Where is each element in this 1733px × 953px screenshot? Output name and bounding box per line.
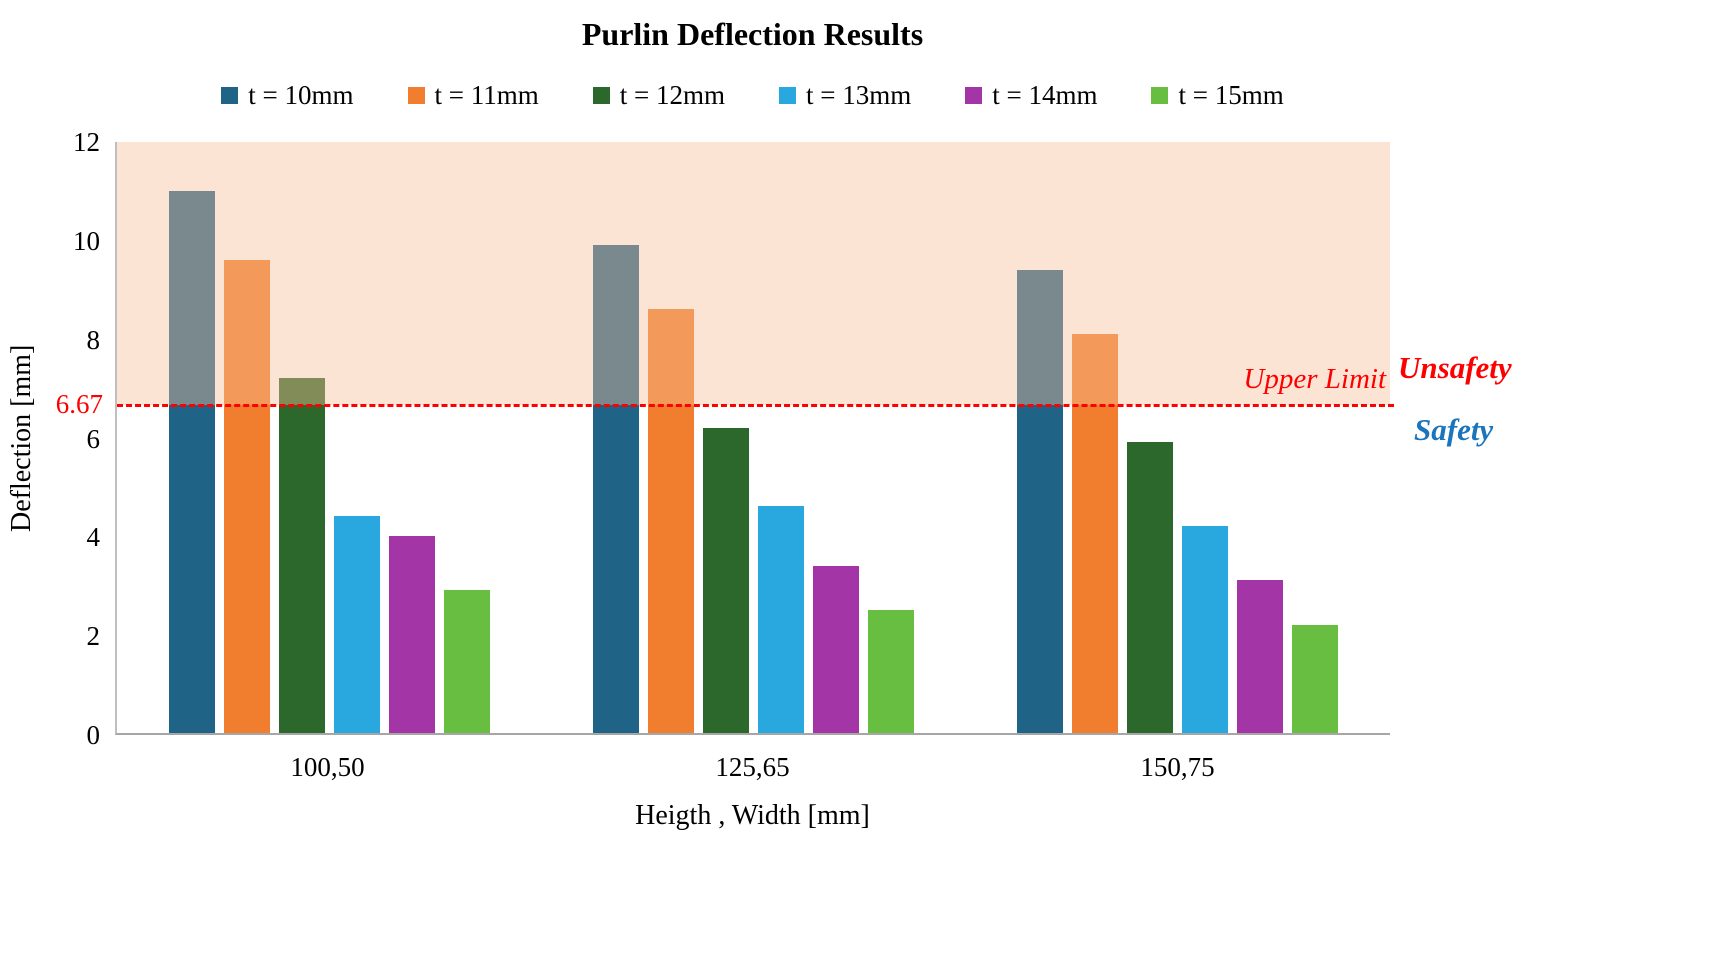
legend-item: t = 15mm [1151, 80, 1284, 111]
bar-group [966, 142, 1390, 733]
bar [702, 427, 749, 733]
bar [647, 309, 694, 733]
y-tick-label: 6 [86, 423, 101, 454]
legend-swatch [965, 87, 983, 104]
chart-title: Purlin Deflection Results [581, 16, 924, 52]
bar-groups [117, 142, 1390, 733]
y-tick-label: 0 [86, 720, 101, 750]
legend-swatch [779, 87, 796, 104]
bar [867, 609, 914, 733]
legend-label: t = 12mm [619, 80, 725, 110]
legend-item: t = 11mm [407, 80, 539, 111]
y-tick-label: 2 [86, 621, 101, 652]
unsafety-annotation: Unsafety [1398, 350, 1512, 385]
y-tick-label: 10 [73, 225, 100, 256]
bar-group [541, 142, 965, 733]
legend-item: t = 14mm [965, 80, 1097, 111]
legend-label: t = 10mm [248, 80, 354, 110]
bar-group [117, 142, 541, 733]
x-category-label: 100,50 [290, 752, 365, 782]
legend-label: t = 15mm [1178, 80, 1284, 110]
x-category-label: 150,75 [1140, 752, 1215, 782]
bar [1127, 442, 1174, 733]
legend-swatch [221, 87, 239, 104]
bar [812, 565, 859, 733]
x-category-label: 125,65 [715, 752, 790, 782]
bar [757, 506, 804, 733]
bar [333, 516, 380, 733]
x-axis-title: Heigth , Width [mm] [635, 800, 870, 831]
bar [278, 378, 325, 733]
bar [443, 590, 490, 733]
legend-item: t = 13mm [779, 80, 911, 111]
bar [1072, 334, 1119, 733]
plot-area: Upper Limit [115, 142, 1394, 735]
legend: t = 10mm t = 11mm t = 12mm t = 13mm t = 14mm… [115, 80, 1390, 111]
bar [388, 536, 435, 733]
legend-swatch [407, 87, 425, 104]
y-tick-label: 12 [73, 127, 100, 157]
y-tick-label: 4 [86, 522, 101, 553]
y-axis-ticks: 0 2 4 6 8 10 12 [0, 127, 101, 750]
safety-annotation: Safety [1414, 412, 1494, 447]
bar [1292, 624, 1339, 733]
bar [1182, 526, 1229, 733]
bar [168, 191, 215, 733]
legend-label: t = 13mm [806, 80, 912, 110]
legend-label: t = 14mm [992, 80, 1098, 110]
legend-swatch [1151, 87, 1169, 104]
bar [1017, 270, 1064, 733]
legend-swatch [592, 87, 610, 104]
bar [1237, 580, 1284, 733]
limit-value-label: 6.67 [55, 389, 103, 419]
y-tick-label: 8 [86, 324, 101, 355]
limit-line [117, 403, 1394, 407]
legend-item: t = 12mm [592, 80, 725, 111]
bar [592, 245, 639, 733]
x-axis-labels: 100,50 125,65 150,75 [115, 752, 1390, 783]
upper-limit-label: Upper Limit [1243, 363, 1386, 396]
legend-label: t = 11mm [434, 80, 539, 110]
bar [223, 260, 270, 733]
legend-item: t = 10mm [221, 80, 354, 111]
